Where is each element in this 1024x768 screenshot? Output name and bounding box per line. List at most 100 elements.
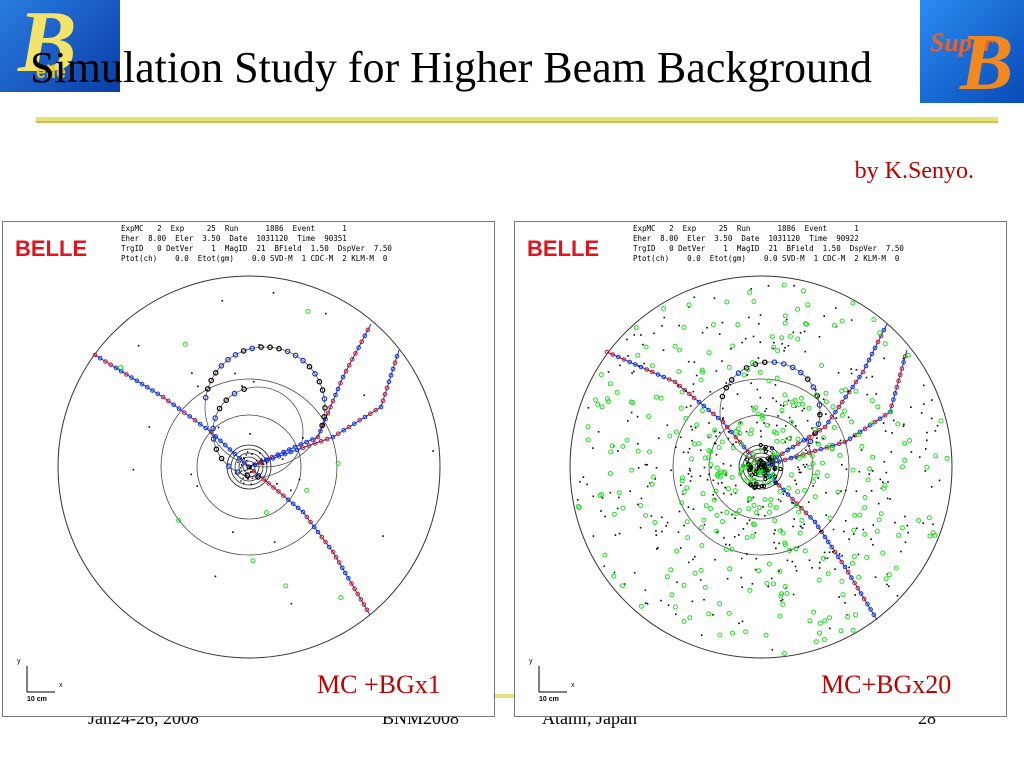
- vertex-hit: [256, 459, 258, 462]
- curler-hit: [218, 363, 225, 369]
- vertex-hit: [245, 454, 247, 456]
- vertex-hit: [752, 454, 757, 459]
- background-hit: [740, 576, 743, 579]
- background-hit: [586, 483, 588, 486]
- track-hit: [901, 360, 906, 365]
- background-hit: [693, 296, 696, 299]
- background-hit: [708, 473, 710, 476]
- background-hit: [629, 490, 631, 492]
- background-hit: [725, 382, 728, 384]
- background-hit: [276, 483, 278, 485]
- background-hit-green: [769, 334, 775, 340]
- background-hit: [592, 447, 594, 449]
- vertex-hit: [758, 447, 763, 452]
- vertex-hit: [769, 462, 774, 467]
- vertex-hit: [738, 469, 743, 474]
- background-hit: [638, 365, 640, 368]
- track-hit: [124, 372, 129, 377]
- background-hit-green: [757, 369, 763, 375]
- track-hit: [324, 436, 330, 442]
- background-hit-green: [726, 486, 731, 492]
- track-hit: [343, 368, 349, 374]
- background-hit-green: [762, 497, 768, 502]
- background-hit-green: [795, 436, 801, 442]
- background-hit: [666, 521, 669, 524]
- vertex-hit: [759, 483, 765, 488]
- vertex-hit: [741, 463, 746, 469]
- background-hit-green: [787, 436, 793, 441]
- background-hit: [715, 370, 718, 372]
- background-hit: [631, 372, 633, 374]
- curler-hit: [719, 393, 726, 400]
- background-hit: [756, 421, 758, 424]
- background-hit: [764, 514, 766, 517]
- background-hit: [746, 522, 748, 525]
- background-hit: [797, 466, 799, 469]
- background-hit-green: [779, 408, 785, 413]
- background-hit-green: [624, 437, 630, 443]
- background-hit-green: [608, 449, 614, 455]
- track-hit: [776, 483, 782, 488]
- background-hit: [819, 561, 821, 564]
- slide-title: Simulation Study for Higher Beam Backgro…: [30, 43, 872, 92]
- background-hit: [592, 495, 595, 498]
- background-hit-green: [722, 470, 728, 476]
- background-hit: [795, 483, 798, 485]
- background-hit-green: [827, 442, 833, 448]
- curler-hit: [212, 415, 219, 421]
- background-hit: [644, 589, 647, 591]
- background-hit-green: [263, 510, 269, 515]
- track-hit: [847, 436, 853, 441]
- background-hit-green: [737, 430, 743, 436]
- track-hit: [627, 359, 632, 365]
- axis-y-label: y: [529, 658, 533, 665]
- background-hit-green: [816, 577, 822, 583]
- background-hit-green: [338, 595, 344, 600]
- background-hit-green: [685, 535, 691, 541]
- track-hit: [850, 384, 855, 390]
- track-hit: [866, 357, 872, 363]
- background-hit-green: [822, 618, 828, 624]
- background-hit: [757, 357, 760, 359]
- background-hit: [930, 486, 933, 488]
- background-hit: [759, 314, 762, 316]
- vertex-hit: [752, 484, 757, 489]
- vertex-hit: [745, 461, 751, 467]
- curler-hit: [216, 405, 223, 412]
- background-hit-green: [723, 547, 729, 552]
- background-hit-green: [823, 399, 829, 405]
- background-hit-green: [782, 584, 788, 589]
- background-hit: [747, 501, 749, 503]
- background-hit: [363, 394, 365, 396]
- background-hit: [699, 579, 702, 581]
- background-hit: [853, 533, 855, 535]
- background-hit-green: [674, 548, 680, 554]
- background-hit: [848, 538, 850, 540]
- track-hit: [349, 581, 354, 586]
- background-hit: [762, 506, 764, 508]
- background-hit: [936, 424, 939, 427]
- background-hit-green: [669, 592, 675, 598]
- curler-hit: [306, 363, 313, 370]
- background-hit-green: [679, 478, 685, 484]
- background-hit-green: [745, 367, 751, 373]
- background-hit: [636, 415, 639, 418]
- track-hit: [359, 339, 365, 344]
- track-hit: [139, 381, 145, 387]
- background-hit-green: [788, 419, 794, 425]
- background-hit-green: [896, 532, 902, 538]
- background-hit: [924, 470, 927, 472]
- background-hit: [860, 449, 863, 451]
- curler-hit: [322, 405, 328, 411]
- background-hit: [756, 388, 759, 391]
- background-hit-green: [733, 511, 739, 516]
- background-hit: [799, 332, 802, 334]
- track-hit: [346, 576, 351, 581]
- background-hit-green: [783, 400, 788, 406]
- background-hit-green: [777, 488, 783, 494]
- background-hit-green: [944, 456, 950, 461]
- background-hit-green: [809, 453, 815, 459]
- background-hit: [722, 463, 725, 465]
- background-hit: [767, 285, 770, 287]
- background-hit-green: [774, 375, 780, 381]
